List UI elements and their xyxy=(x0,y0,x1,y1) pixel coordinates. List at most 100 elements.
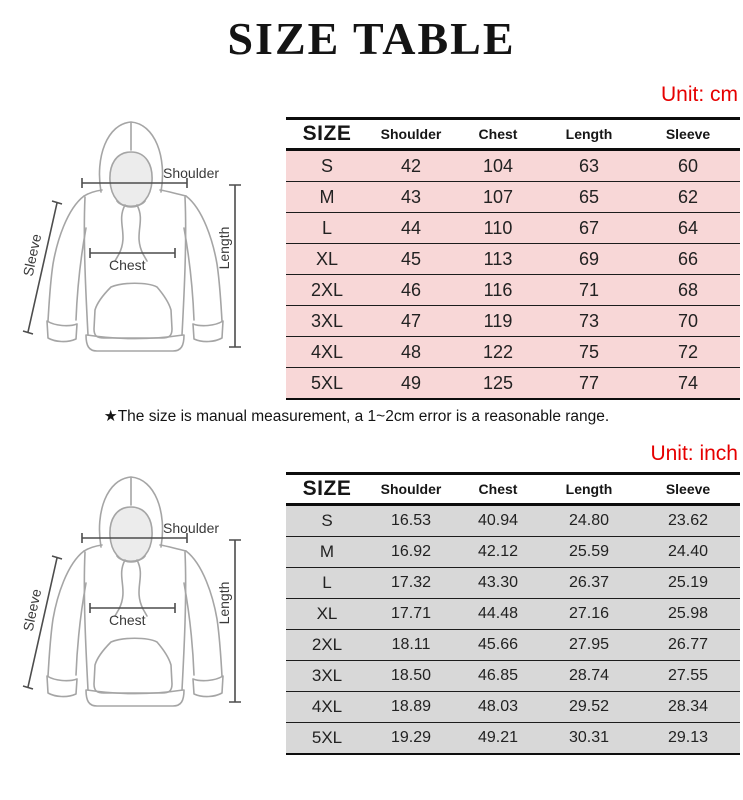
value-cell: 49.21 xyxy=(454,722,542,754)
table-row: 5XL 19.29 49.21 30.31 29.13 xyxy=(286,722,740,754)
measurement-note: ★The size is manual measurement, a 1~2cm… xyxy=(103,408,610,425)
table-row: 4XL 18.89 48.03 29.52 28.34 xyxy=(286,691,740,723)
value-cell: 23.62 xyxy=(636,504,740,537)
value-cell: 42 xyxy=(368,149,454,182)
value-cell: 40.94 xyxy=(454,504,542,537)
value-cell: 72 xyxy=(636,336,740,368)
hoodie-outline xyxy=(46,121,224,352)
value-cell: 24.40 xyxy=(636,536,740,568)
value-cell: 113 xyxy=(454,243,542,275)
value-cell: 69 xyxy=(542,243,636,275)
value-cell: 63 xyxy=(542,149,636,182)
value-cell: 62 xyxy=(636,181,740,213)
value-cell: 27.95 xyxy=(542,629,636,661)
value-cell: 27.16 xyxy=(542,598,636,630)
shoulder-label: Shoulder xyxy=(163,165,220,181)
value-cell: 16.92 xyxy=(368,536,454,568)
value-cell: 30.31 xyxy=(542,722,636,754)
value-cell: 16.53 xyxy=(368,504,454,537)
value-cell: 26.77 xyxy=(636,629,740,661)
size-cell: L xyxy=(286,567,368,599)
table-row: XL 45 113 69 66 xyxy=(286,243,740,275)
value-cell: 29.52 xyxy=(542,691,636,723)
value-cell: 43.30 xyxy=(454,567,542,599)
length-measure-line xyxy=(229,184,241,348)
table-row: L 17.32 43.30 26.37 25.19 xyxy=(286,567,740,599)
hoodie-drawing xyxy=(22,121,241,352)
size-cell: 3XL xyxy=(286,660,368,692)
length-label: Length xyxy=(216,581,232,625)
value-cell: 107 xyxy=(454,181,542,213)
value-cell: 48 xyxy=(368,336,454,368)
measurement-lines xyxy=(22,178,241,348)
value-cell: 18.11 xyxy=(368,629,454,661)
value-cell: 26.37 xyxy=(542,567,636,599)
value-cell: 28.74 xyxy=(542,660,636,692)
table-row: M 43 107 65 62 xyxy=(286,181,740,213)
page-title: SIZE TABLE xyxy=(227,13,516,64)
table-row: 5XL 49 125 77 74 xyxy=(286,367,740,399)
table-row: XL 17.71 44.48 27.16 25.98 xyxy=(286,598,740,630)
column-header-chest: Chest xyxy=(454,118,542,151)
value-cell: 74 xyxy=(636,367,740,399)
header-row: SIZE Shoulder Chest Length Sleeve xyxy=(286,118,740,151)
chest-label: Chest xyxy=(109,612,146,628)
size-cell: S xyxy=(286,149,368,182)
value-cell: 68 xyxy=(636,274,740,306)
value-cell: 104 xyxy=(454,149,542,182)
value-cell: 71 xyxy=(542,274,636,306)
value-cell: 73 xyxy=(542,305,636,337)
table-row: 2XL 46 116 71 68 xyxy=(286,274,740,306)
chest-measure-line xyxy=(89,248,176,258)
value-cell: 119 xyxy=(454,305,542,337)
table-row: 4XL 48 122 75 72 xyxy=(286,336,740,368)
size-cell: 2XL xyxy=(286,274,368,306)
table-row: 2XL 18.11 45.66 27.95 26.77 xyxy=(286,629,740,661)
size-cell: 2XL xyxy=(286,629,368,661)
hoodie-size-diagram-cm: Shoulder Chest Sleeve Length xyxy=(5,95,270,405)
table-row: 3XL 18.50 46.85 28.74 27.55 xyxy=(286,660,740,692)
value-cell: 18.50 xyxy=(368,660,454,692)
value-cell: 60 xyxy=(636,149,740,182)
value-cell: 67 xyxy=(542,212,636,244)
chest-label: Chest xyxy=(109,257,146,273)
value-cell: 77 xyxy=(542,367,636,399)
value-cell: 25.59 xyxy=(542,536,636,568)
value-cell: 47 xyxy=(368,305,454,337)
size-cell: XL xyxy=(286,598,368,630)
value-cell: 45 xyxy=(368,243,454,275)
value-cell: 29.13 xyxy=(636,722,740,754)
value-cell: 19.29 xyxy=(368,722,454,754)
header-row: SIZE Shoulder Chest Length Sleeve xyxy=(286,473,740,506)
column-header-sleeve: Sleeve xyxy=(636,473,740,506)
size-cell: 5XL xyxy=(286,367,368,399)
column-header-sleeve: Sleeve xyxy=(636,118,740,151)
sleeve-measure-line xyxy=(22,200,63,335)
value-cell: 70 xyxy=(636,305,740,337)
size-cell: M xyxy=(286,536,368,568)
value-cell: 46.85 xyxy=(454,660,542,692)
table-row: S 16.53 40.94 24.80 23.62 xyxy=(286,504,740,537)
value-cell: 125 xyxy=(454,367,542,399)
value-cell: 18.89 xyxy=(368,691,454,723)
size-table-inch: SIZE Shoulder Chest Length Sleeve S 16.53… xyxy=(286,472,740,755)
value-cell: 110 xyxy=(454,212,542,244)
size-cell: 4XL xyxy=(286,336,368,368)
column-header-length: Length xyxy=(542,118,636,151)
table-row: L 44 110 67 64 xyxy=(286,212,740,244)
value-cell: 122 xyxy=(454,336,542,368)
value-cell: 24.80 xyxy=(542,504,636,537)
value-cell: 42.12 xyxy=(454,536,542,568)
column-header-length: Length xyxy=(542,473,636,506)
size-cell: M xyxy=(286,181,368,213)
column-header-shoulder: Shoulder xyxy=(368,118,454,151)
value-cell: 43 xyxy=(368,181,454,213)
value-cell: 27.55 xyxy=(636,660,740,692)
size-cell: L xyxy=(286,212,368,244)
hoodie-size-diagram-inch: Shoulder Chest Sleeve Length xyxy=(5,450,270,760)
unit-cm-label: Unit: cm xyxy=(660,83,738,106)
value-cell: 28.34 xyxy=(636,691,740,723)
value-cell: 44.48 xyxy=(454,598,542,630)
value-cell: 65 xyxy=(542,181,636,213)
